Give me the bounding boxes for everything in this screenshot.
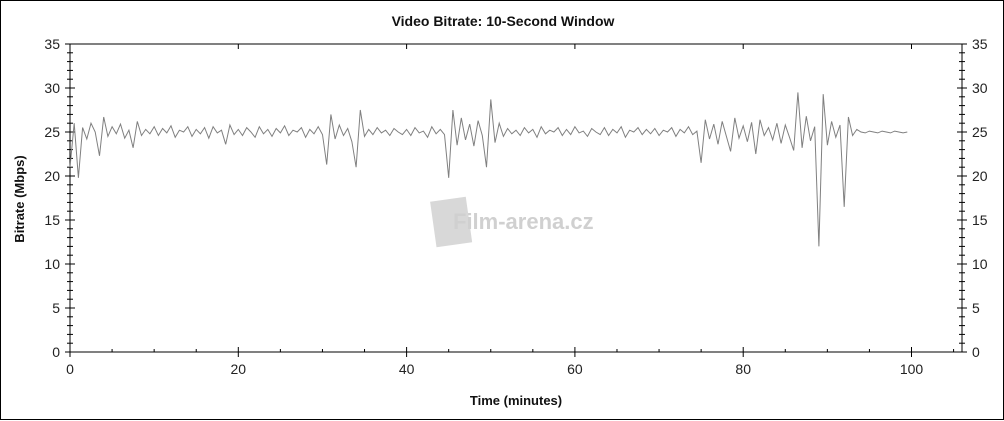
x-tick-label: 20 — [231, 361, 247, 377]
y-tick-label-left: 5 — [52, 300, 60, 316]
y-axis-label: Bitrate (Mbps) — [12, 155, 27, 242]
y-tick-label-right: 10 — [972, 256, 988, 272]
x-tick-label: 40 — [399, 361, 415, 377]
y-tick-label-right: 25 — [972, 124, 988, 140]
y-tick-label-left: 30 — [44, 80, 60, 96]
watermark-text: Film-arena.cz — [453, 209, 594, 234]
y-tick-label-left: 10 — [44, 256, 60, 272]
y-tick-label-left: 35 — [44, 36, 60, 52]
y-tick-label-left: 25 — [44, 124, 60, 140]
chart-title: Video Bitrate: 10-Second Window — [392, 13, 615, 29]
y-tick-label-right: 30 — [972, 80, 988, 96]
clapboard-icon — [430, 196, 473, 248]
y-tick-label-right: 5 — [972, 300, 980, 316]
plot-area-border — [69, 43, 963, 353]
bitrate-series-line — [69, 92, 908, 247]
y-tick-label-right: 15 — [972, 212, 988, 228]
y-tick-label-left: 0 — [52, 344, 60, 360]
y-tick-label-left: 15 — [44, 212, 60, 228]
y-tick-label-right: 0 — [972, 344, 980, 360]
x-tick-label: 80 — [735, 361, 751, 377]
y-tick-label-left: 20 — [44, 168, 60, 184]
y-tick-label-right: 20 — [972, 168, 988, 184]
x-tick-label: 0 — [66, 361, 74, 377]
watermark: Film-arena.cz — [430, 196, 594, 248]
x-tick-label: 100 — [900, 361, 924, 377]
y-tick-label-right: 35 — [972, 36, 988, 52]
x-axis-label: Time (minutes) — [470, 393, 562, 408]
x-tick-label: 60 — [567, 361, 583, 377]
